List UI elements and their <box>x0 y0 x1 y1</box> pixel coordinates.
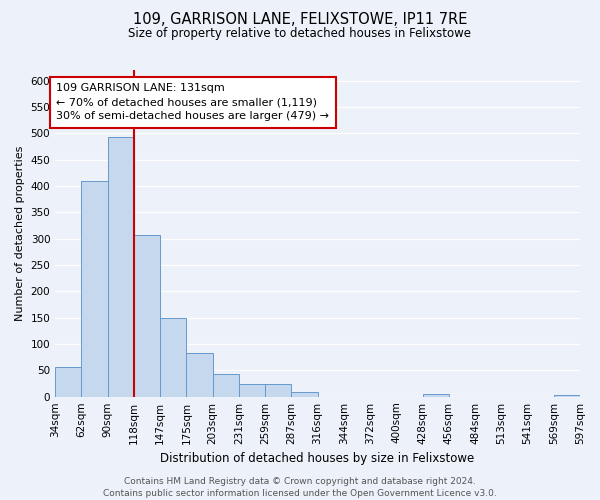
Bar <box>422 394 449 396</box>
Text: 109 GARRISON LANE: 131sqm
← 70% of detached houses are smaller (1,119)
30% of se: 109 GARRISON LANE: 131sqm ← 70% of detac… <box>56 83 329 121</box>
Bar <box>82 180 107 396</box>
Bar <box>292 392 317 396</box>
Bar <box>212 374 239 396</box>
Y-axis label: Number of detached properties: Number of detached properties <box>15 146 25 321</box>
Bar <box>160 318 187 396</box>
Text: Size of property relative to detached houses in Felixstowe: Size of property relative to detached ho… <box>128 28 472 40</box>
Bar <box>134 235 160 396</box>
Text: Contains HM Land Registry data © Crown copyright and database right 2024.
Contai: Contains HM Land Registry data © Crown c… <box>103 476 497 498</box>
Bar <box>239 384 265 396</box>
Bar <box>265 384 292 396</box>
Bar <box>107 137 134 396</box>
Bar <box>554 394 580 396</box>
Text: 109, GARRISON LANE, FELIXSTOWE, IP11 7RE: 109, GARRISON LANE, FELIXSTOWE, IP11 7RE <box>133 12 467 28</box>
Bar <box>187 354 212 397</box>
Bar <box>55 366 82 396</box>
X-axis label: Distribution of detached houses by size in Felixstowe: Distribution of detached houses by size … <box>160 452 475 465</box>
